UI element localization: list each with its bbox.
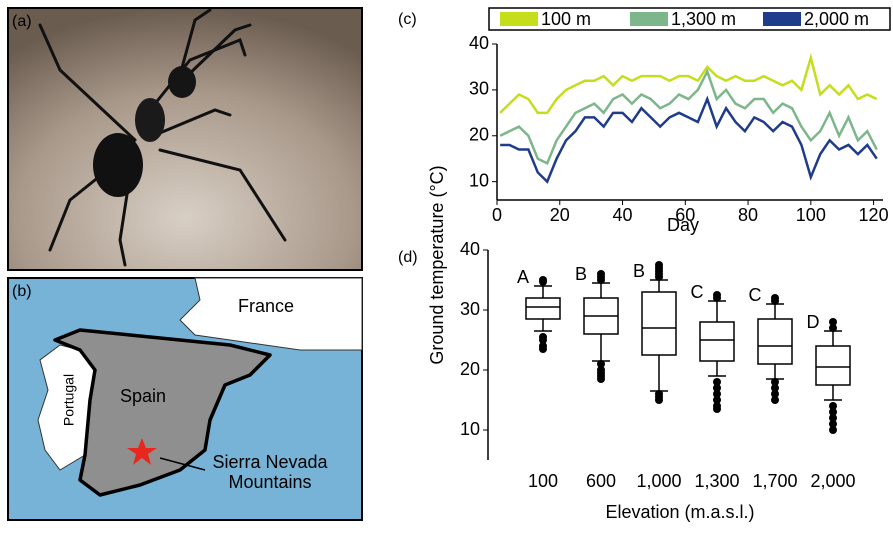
outlier [829,402,837,410]
map-label: France [238,296,294,316]
x-axis-label: Elevation (m.a.s.l.) [605,502,754,522]
y-tick-label: 40 [460,239,480,259]
outlier [713,291,721,299]
outlier [771,294,779,302]
legend-swatch [500,12,538,26]
x-tick-label: 100 [796,205,826,225]
legend-swatch [630,12,668,26]
group-label: D [807,312,820,332]
map-label: Sierra Nevada [212,452,328,472]
y-axis-label: Ground temperature (°C) [427,165,447,364]
x-tick-label: 1,000 [636,471,681,491]
outlier [655,261,663,269]
outlier [829,426,837,434]
group-label: A [517,267,529,287]
group-label: C [691,282,704,302]
box [525,297,561,320]
x-tick-label: 1,700 [752,471,797,491]
outlier [539,336,547,344]
panel-label: (c) [398,11,417,28]
outlier [829,318,837,326]
x-tick-label: 40 [613,205,633,225]
x-axis-label: Day [667,215,699,235]
outlier [597,375,605,383]
outlier [713,396,721,404]
legend-label: 100 m [541,9,591,29]
outlier [829,420,837,428]
x-tick-label: 1,300 [694,471,739,491]
outlier [713,384,721,392]
group-label: B [575,264,587,284]
outlier [771,396,779,404]
panel-label: (a) [12,13,32,30]
outlier [829,324,837,332]
map-label: Portugal [61,374,77,426]
photo-panel: (a) [7,7,363,271]
x-tick-label: 60 [675,205,695,225]
x-tick-label: 0 [492,205,502,225]
outlier [771,384,779,392]
outlier [539,277,547,286]
legend-label: 1,300 m [671,9,736,29]
box [699,321,735,362]
series-line [499,68,878,166]
outlier [771,390,779,398]
y-tick-label: 30 [460,299,480,319]
map-panel: (b) France Spain Portugal Sierra Nevada … [7,277,363,521]
x-tick-label: 120 [859,205,889,225]
series-line [499,53,878,115]
x-tick-label: 20 [550,205,570,225]
outlier [771,378,779,386]
outlier [829,408,837,416]
box [815,345,851,386]
y-tick-label: 20 [469,125,489,145]
y-tick-label: 30 [469,79,489,99]
y-tick-label: 20 [460,359,480,379]
y-tick-label: 10 [460,419,480,439]
y-tick-label: 10 [469,170,489,190]
outlier [713,405,721,413]
x-tick-label: 2,000 [810,471,855,491]
legend-swatch [763,12,801,26]
y-tick-label: 40 [469,33,489,53]
x-tick-label: 80 [738,205,758,225]
x-tick-label: 600 [586,471,616,491]
x-tick-label: 100 [528,471,558,491]
group-label: C [749,285,762,305]
outlier [597,270,605,278]
outlier [713,390,721,398]
outlier [829,414,837,422]
outlier [713,378,721,386]
group-label: B [633,261,645,281]
outlier [597,360,605,368]
box [641,291,677,356]
map-label: Spain [120,386,166,406]
outlier [539,345,547,353]
outlier [655,396,663,404]
map-label: Mountains [228,472,311,492]
panel-label: (b) [12,283,32,300]
legend-label: 2,000 m [804,9,869,29]
series-line [500,95,878,184]
box [757,318,793,365]
panel-label: (d) [398,249,418,266]
